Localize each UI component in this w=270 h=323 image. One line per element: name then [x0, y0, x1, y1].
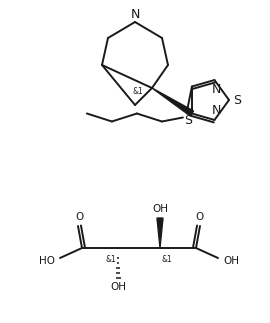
Text: O: O	[195, 212, 203, 222]
Text: N: N	[212, 104, 221, 118]
Text: OH: OH	[223, 256, 239, 266]
Text: OH: OH	[152, 204, 168, 214]
Text: &1: &1	[162, 255, 172, 264]
Text: S: S	[184, 114, 192, 127]
Text: N: N	[212, 83, 221, 96]
Text: &1: &1	[106, 255, 116, 264]
Text: N: N	[130, 8, 140, 22]
Text: OH: OH	[110, 282, 126, 292]
Text: &1: &1	[133, 88, 143, 97]
Text: S: S	[233, 93, 241, 107]
Polygon shape	[152, 88, 194, 116]
Polygon shape	[157, 218, 163, 248]
Text: O: O	[75, 212, 83, 222]
Text: HO: HO	[39, 256, 55, 266]
